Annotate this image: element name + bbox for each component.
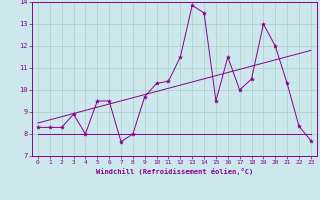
X-axis label: Windchill (Refroidissement éolien,°C): Windchill (Refroidissement éolien,°C) bbox=[96, 168, 253, 175]
